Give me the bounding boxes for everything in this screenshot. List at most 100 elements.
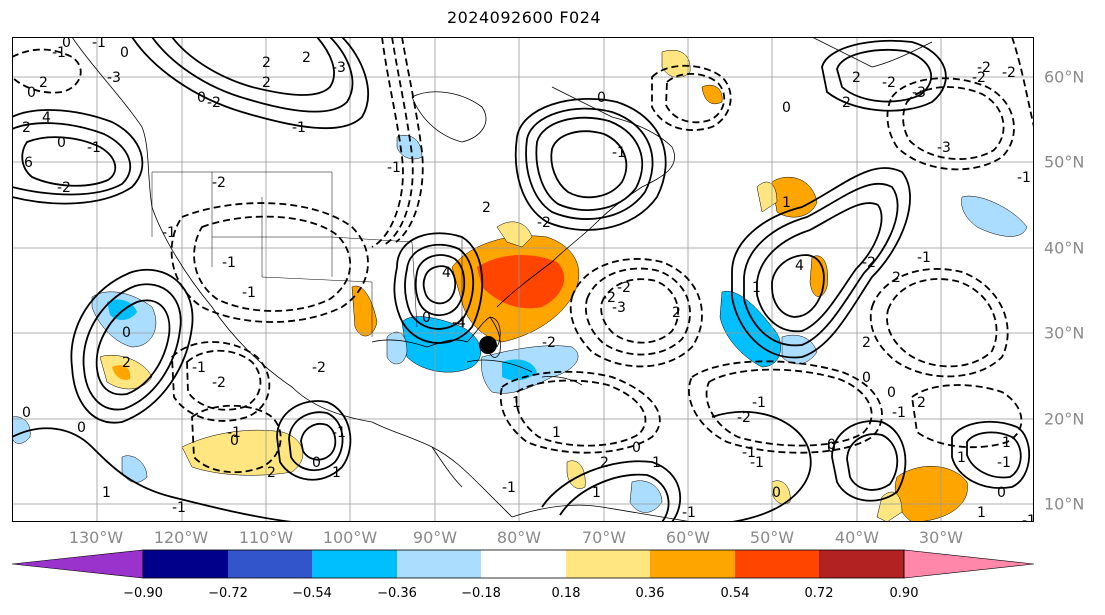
contour-label: -2: [617, 280, 631, 296]
contour-label: -1: [227, 425, 241, 441]
negative-anomaly-gulf: [401, 316, 481, 373]
lon-label: 90°W: [412, 528, 458, 547]
contour-label: 0: [122, 325, 131, 341]
lon-label: 40°W: [834, 528, 880, 547]
hudson-bay: [411, 91, 487, 143]
colorbar-tick-label: −0.18: [461, 586, 501, 601]
contour-low-far-northwest-1: [12, 48, 82, 94]
contour-label: -1: [612, 145, 626, 161]
colorbar-tick-label: 0.72: [804, 586, 834, 601]
contour-label: 0: [57, 135, 66, 151]
lon-label: 130°W: [68, 528, 124, 547]
contour-label: 2: [672, 305, 681, 321]
contour-label: -2: [537, 215, 551, 231]
positive-anomaly-pacific-core: [112, 365, 131, 380]
contour-high-north-atlantic-2: [836, 49, 932, 103]
contour-high-gulf-4: [422, 265, 457, 305]
contour-label: 1: [552, 425, 561, 441]
contour-label: 2: [482, 200, 491, 216]
contour-high-atlantic-4: [771, 254, 825, 318]
contour-label: -1: [332, 425, 346, 441]
lat-label: 10°N: [1044, 494, 1085, 514]
contour-low-canada-3: [395, 37, 424, 243]
contour-low-tropical-mid-1: [688, 360, 883, 454]
contour-label: 4: [442, 265, 451, 281]
figure-title: 2024092600 F024: [446, 8, 602, 27]
colorbar-segment: [143, 550, 228, 578]
lon-label: 60°W: [665, 528, 711, 547]
contour-label: -1: [87, 140, 101, 156]
contour-label: 2: [262, 55, 271, 71]
contour-label: 1: [652, 455, 661, 471]
colorbar-tick-label: 0.90: [889, 586, 919, 601]
contour-label: 4: [795, 258, 804, 274]
dashed-contours: [12, 37, 1034, 474]
contour-high-northwest-1: [131, 37, 369, 130]
colorbar-tick-label: −0.90: [123, 586, 163, 601]
contour-label: 2: [852, 70, 861, 86]
florida: [486, 316, 501, 358]
contour-label: 0: [997, 485, 1006, 501]
contour-label: -3: [612, 300, 626, 316]
contour-label: 1: [592, 485, 601, 501]
lon-label: 50°W: [749, 528, 795, 547]
contour-low-pacific-south-1: [171, 341, 271, 422]
contour-label: -2: [977, 60, 991, 76]
colorbar-segment-under: [11, 549, 144, 579]
contour-label: 0: [62, 37, 71, 51]
colorbar-tick-label: 0.18: [551, 586, 581, 601]
contour-high-pacific-2: [82, 283, 182, 411]
positive-anomaly-canada: [661, 49, 691, 78]
contour-label: -1: [92, 37, 106, 51]
contour-low-mid-atlantic-east-1: [869, 268, 1009, 378]
lon-label: 70°W: [581, 528, 627, 547]
north-america-west-coast: [71, 37, 463, 488]
positive-anomaly-labrador: [701, 84, 723, 105]
colorbar-segment: [228, 550, 312, 578]
contour-label: 1: [332, 465, 341, 481]
contour-label: 1: [752, 280, 761, 296]
contour-label: 0: [782, 100, 791, 116]
solid-contours: [12, 37, 1031, 522]
contour-high-atlantic-3: [756, 202, 883, 333]
contour-label: 1: [977, 505, 986, 521]
cuba: [466, 359, 533, 373]
contour-labels: 0 -1 2 4 6 -2 -3 -2 0 -2 2 -3 2 -1 4 -4 …: [22, 37, 1034, 522]
lat-label: 30°N: [1044, 323, 1085, 343]
colorbar-tick-label: 0.36: [635, 586, 665, 601]
contour-label: 0: [422, 310, 431, 326]
contour-label: -2: [212, 175, 226, 191]
contour-low-labrador-2: [665, 72, 726, 124]
contour-label: -3: [332, 60, 346, 76]
contour-label: 1: [782, 195, 791, 211]
contour-low-tropical-far-east-1: [911, 384, 1023, 449]
contour-high-northwest-3: [171, 37, 335, 96]
contour-high-far-east-1: [951, 420, 1031, 489]
negative-anomaly-gulf-light: [386, 331, 408, 365]
storm-position-marker: [479, 336, 497, 354]
canada-east: [551, 86, 675, 188]
negative-anomaly-mexico-south: [121, 455, 148, 483]
us-state-borders: [151, 171, 463, 337]
contour-zero-line-2: [711, 410, 812, 522]
contour-high-tropical-east-1: [831, 420, 907, 502]
contour-label: -1: [242, 285, 256, 301]
greenland-coast: [811, 37, 933, 68]
colorbar-tick-label: −0.72: [208, 586, 248, 601]
positive-anomaly-gulf-west: [351, 285, 378, 337]
colorbar-segment: [819, 550, 904, 578]
lon-label: 100°W: [322, 528, 378, 547]
contour-high-northeast-2: [525, 107, 654, 220]
south-america-north: [511, 504, 693, 522]
contour-label: -3: [937, 140, 951, 156]
contour-label: -1: [752, 395, 766, 411]
contour-high-far-east-2: [966, 431, 1022, 479]
contour-label: 2: [262, 75, 271, 91]
contour-high-gulf-1: [393, 232, 484, 344]
contour-label: 2: [917, 395, 926, 411]
contour-low-atlantic-2: [585, 267, 691, 356]
contour-low-canada-1: [371, 37, 404, 248]
contour-label: 0: [77, 420, 86, 436]
contour-label: 2: [862, 335, 871, 351]
contour-high-mexico-1: [276, 400, 352, 481]
